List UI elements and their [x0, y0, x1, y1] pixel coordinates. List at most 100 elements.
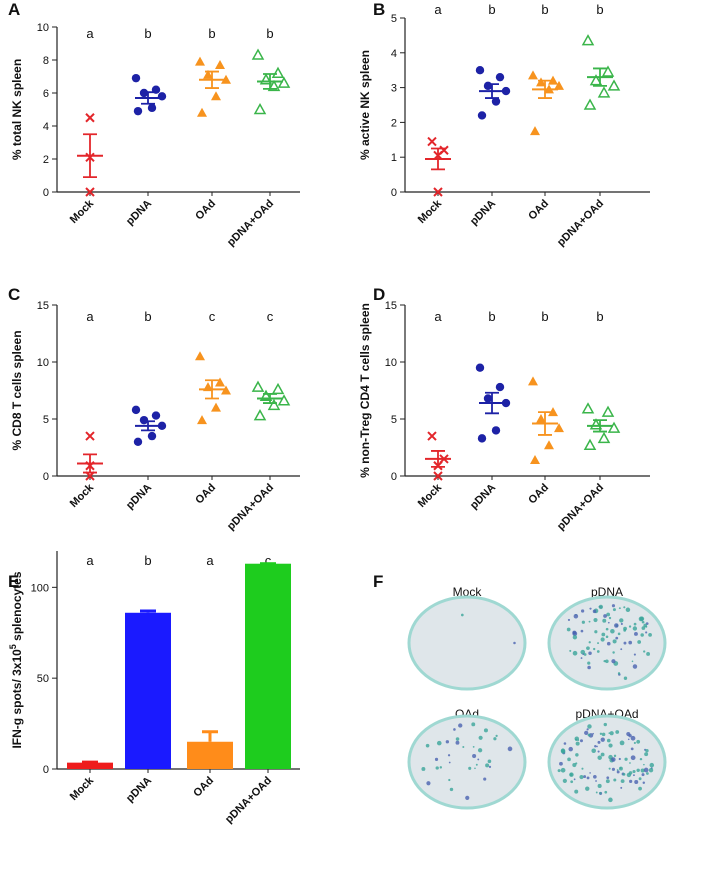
y-tick-label: 8: [43, 55, 49, 67]
spot: [493, 737, 497, 741]
spot: [636, 768, 640, 773]
y-axis-label: % non-Treg CD4 T cells spleen: [358, 303, 372, 478]
spot: [595, 791, 598, 794]
point: [581, 402, 595, 414]
point: [544, 440, 554, 450]
spot: [572, 650, 578, 656]
well: [407, 714, 527, 810]
significance-letter: b: [208, 26, 215, 41]
point: [197, 107, 207, 117]
x-tick-label: pDNA: [468, 198, 498, 228]
spot: [513, 641, 516, 645]
y-tick-label: 3: [391, 83, 397, 95]
point: [530, 455, 540, 465]
x-tick-label: Mock: [68, 197, 97, 226]
bar: [187, 741, 233, 769]
point: [495, 382, 505, 392]
spot: [614, 623, 619, 628]
point: [530, 126, 540, 136]
spot: [613, 778, 617, 782]
spot: [461, 613, 464, 617]
spot: [575, 762, 578, 765]
spot: [478, 735, 483, 740]
panel-label: C: [8, 285, 20, 304]
point: [251, 380, 265, 392]
spot: [595, 780, 597, 782]
significance-letter: b: [144, 309, 151, 324]
y-axis-label: % active NK spleen: [358, 50, 372, 160]
spot: [619, 618, 624, 623]
spot: [601, 732, 606, 737]
y-tick-label: 15: [37, 300, 49, 312]
spot: [587, 661, 591, 665]
spot: [572, 631, 578, 637]
spot: [643, 763, 645, 766]
spot: [603, 614, 607, 618]
spot: [599, 792, 602, 795]
x-tick-label: OAd: [526, 198, 551, 223]
point: [554, 423, 564, 433]
spot: [632, 626, 638, 631]
y-tick-label: 0: [43, 764, 49, 776]
point: [85, 113, 95, 123]
spot: [638, 777, 642, 781]
spot: [606, 738, 611, 743]
spot: [580, 649, 586, 655]
spot: [640, 768, 645, 773]
spot: [594, 630, 598, 634]
spot: [582, 653, 585, 656]
y-axis-label: % total NK spleen: [10, 59, 24, 160]
point: [501, 86, 511, 96]
spot: [597, 755, 602, 760]
y-tick-label: 10: [385, 357, 397, 369]
panel-label: F: [373, 572, 383, 591]
point: [259, 389, 273, 401]
error-bar: [205, 70, 219, 89]
spot: [475, 763, 478, 766]
spot: [645, 749, 649, 753]
point: [147, 103, 157, 113]
point: [597, 431, 611, 444]
spot: [606, 641, 611, 646]
point: [433, 471, 443, 481]
spot: [597, 750, 600, 753]
error-bar: [202, 730, 218, 742]
x-tick-label: pDNA+OAd: [223, 775, 274, 826]
panel-label: D: [373, 285, 385, 304]
x-tick-label: OAd: [193, 198, 218, 223]
spot: [483, 728, 488, 733]
point: [253, 102, 267, 115]
spot: [637, 640, 642, 644]
spot: [583, 653, 587, 656]
point: [157, 92, 167, 101]
spot: [570, 780, 574, 784]
spot: [589, 607, 592, 610]
spot: [630, 755, 636, 761]
x-tick-label: pDNA+OAd: [225, 482, 276, 533]
spot: [608, 797, 613, 803]
point: [85, 187, 95, 197]
spot: [597, 740, 601, 744]
point: [215, 377, 225, 387]
significance-letter: a: [434, 2, 442, 17]
spot: [594, 745, 597, 748]
spot: [606, 776, 610, 780]
spot: [644, 752, 649, 757]
spot: [600, 737, 605, 742]
significance-letter: c: [267, 309, 274, 324]
spot: [608, 767, 611, 770]
spot: [585, 786, 590, 791]
point: [548, 407, 558, 417]
spot: [572, 763, 577, 768]
point: [427, 431, 437, 441]
point: [131, 405, 141, 415]
spot: [574, 738, 578, 741]
spot: [596, 650, 600, 653]
spot: [477, 758, 480, 761]
y-tick-label: 0: [43, 187, 49, 199]
point: [267, 79, 281, 92]
y-tick-label: 0: [391, 471, 397, 483]
spot: [629, 762, 631, 764]
significance-letter: b: [144, 553, 151, 568]
spot: [605, 779, 610, 784]
